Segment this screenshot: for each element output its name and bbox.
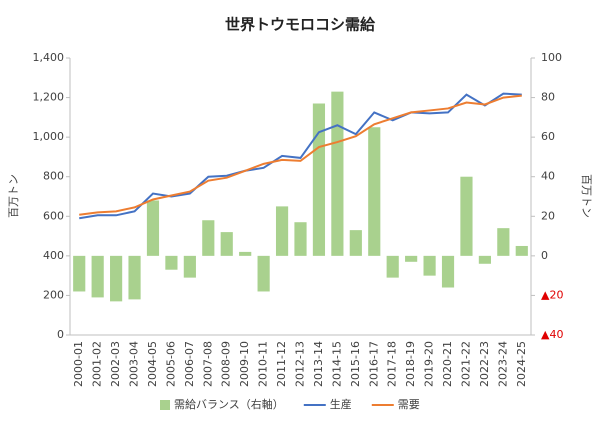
y-tick-label: 600 bbox=[43, 209, 64, 222]
legend-label: 生産 bbox=[330, 397, 352, 411]
x-tick-label: 2007-08 bbox=[201, 341, 214, 387]
bar bbox=[312, 103, 326, 256]
bar bbox=[405, 255, 418, 262]
x-tick-label: 2001-02 bbox=[91, 341, 104, 387]
bar bbox=[146, 200, 160, 256]
bar bbox=[386, 255, 399, 278]
x-tick-label: 2003-04 bbox=[128, 341, 141, 387]
y2-tick-label: 100 bbox=[541, 51, 562, 64]
x-tick-label: 2024-25 bbox=[515, 341, 528, 387]
x-tick-label: 2005-06 bbox=[164, 341, 177, 387]
bar bbox=[183, 255, 196, 278]
bar bbox=[275, 206, 289, 256]
bar bbox=[239, 251, 252, 256]
bar bbox=[349, 230, 362, 256]
x-tick-label: 2020-21 bbox=[441, 341, 454, 387]
line bbox=[79, 94, 522, 216]
bar bbox=[331, 91, 344, 256]
legend-swatch bbox=[160, 400, 170, 410]
x-tick-label: 2010-11 bbox=[257, 341, 270, 387]
bar bbox=[202, 220, 215, 256]
y2-axis-label: 百万トン bbox=[580, 174, 593, 218]
x-tick-label: 2018-19 bbox=[404, 341, 417, 387]
y2-tick-label: 60 bbox=[541, 130, 555, 143]
x-tick-label: 2006-07 bbox=[183, 341, 196, 387]
bar bbox=[515, 245, 528, 256]
bar bbox=[294, 222, 307, 256]
bar bbox=[423, 255, 436, 276]
y2-tick-label: ▲40 bbox=[541, 328, 563, 341]
y2-tick-label: 0 bbox=[541, 249, 548, 262]
x-tick-label: 2012-13 bbox=[294, 341, 307, 387]
bar bbox=[478, 255, 491, 264]
y-tick-label: 200 bbox=[43, 288, 64, 301]
x-tick-label: 2017-18 bbox=[386, 341, 399, 387]
x-tick-label: 2008-09 bbox=[220, 341, 233, 387]
y2-tick-label: 20 bbox=[541, 209, 555, 222]
x-tick-label: 2004-05 bbox=[146, 341, 159, 387]
y2-tick-label: ▲20 bbox=[541, 288, 563, 301]
legend-label: 需要 bbox=[398, 398, 420, 411]
x-tick-label: 2021-22 bbox=[459, 341, 472, 387]
bar bbox=[128, 255, 141, 300]
x-tick-label: 2022-23 bbox=[478, 341, 491, 387]
bar bbox=[220, 232, 233, 256]
y-tick-label: 1,000 bbox=[33, 130, 65, 143]
bar bbox=[110, 255, 123, 302]
x-tick-label: 2015-16 bbox=[349, 341, 362, 387]
x-tick-label: 2013-14 bbox=[312, 341, 325, 387]
x-tick-label: 2014-15 bbox=[330, 341, 343, 387]
x-tick-label: 2002-03 bbox=[109, 341, 122, 387]
bar bbox=[257, 255, 270, 292]
y-tick-label: 0 bbox=[57, 328, 64, 341]
x-tick-label: 2016-17 bbox=[367, 341, 380, 387]
x-tick-label: 2009-10 bbox=[238, 341, 251, 387]
x-tick-label: 2019-20 bbox=[423, 341, 436, 387]
bar bbox=[165, 255, 178, 270]
bar bbox=[73, 255, 86, 292]
y2-tick-label: 40 bbox=[541, 170, 555, 183]
x-tick-label: 2000-01 bbox=[72, 341, 85, 387]
bar bbox=[441, 255, 455, 288]
bar bbox=[368, 127, 381, 256]
y-axis-label: 百万トン bbox=[7, 174, 20, 218]
y-tick-label: 1,400 bbox=[33, 51, 65, 64]
y2-tick-label: 80 bbox=[541, 91, 555, 104]
bar bbox=[460, 176, 473, 256]
bar bbox=[497, 228, 510, 256]
line bbox=[79, 92, 522, 220]
x-tick-label: 2011-12 bbox=[275, 341, 288, 387]
y-tick-label: 800 bbox=[43, 170, 64, 183]
bar bbox=[91, 255, 104, 298]
y-tick-label: 1,200 bbox=[33, 91, 65, 104]
legend-label: 需給バランス（右軸） bbox=[174, 397, 284, 411]
x-tick-label: 2023-24 bbox=[496, 341, 509, 387]
y-tick-label: 400 bbox=[43, 249, 64, 262]
chart-title: 世界トウモロコシ需給 bbox=[225, 16, 376, 34]
